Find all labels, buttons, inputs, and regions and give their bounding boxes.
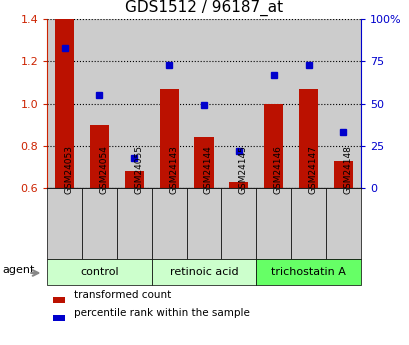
Bar — [55, 19, 74, 188]
Bar — [47, 188, 82, 259]
Bar — [47, 19, 82, 188]
Text: GSM24054: GSM24054 — [99, 145, 108, 194]
Bar — [290, 188, 325, 259]
Bar — [47, 259, 151, 285]
Bar — [151, 188, 186, 259]
Bar — [82, 188, 117, 259]
Bar — [333, 160, 352, 188]
Text: GSM24145: GSM24145 — [238, 145, 247, 194]
Bar — [229, 182, 248, 188]
Bar — [325, 19, 360, 188]
Text: GSM24146: GSM24146 — [273, 145, 282, 194]
Bar — [159, 89, 178, 188]
Text: retinoic acid: retinoic acid — [169, 267, 238, 277]
Bar — [256, 259, 360, 285]
Bar — [325, 188, 360, 259]
Text: transformed count: transformed count — [74, 290, 171, 300]
Bar — [256, 188, 290, 259]
Bar — [263, 104, 283, 188]
Bar — [124, 171, 144, 188]
Bar — [151, 259, 256, 285]
Bar — [194, 137, 213, 188]
Text: percentile rank within the sample: percentile rank within the sample — [74, 307, 249, 317]
Bar — [290, 19, 325, 188]
Bar — [82, 19, 117, 188]
Bar — [186, 188, 221, 259]
Bar — [53, 315, 65, 321]
Title: GDS1512 / 96187_at: GDS1512 / 96187_at — [125, 0, 282, 16]
Text: GSM24143: GSM24143 — [169, 145, 178, 194]
Text: GSM24144: GSM24144 — [204, 145, 212, 194]
Text: GSM24147: GSM24147 — [308, 145, 317, 194]
Text: GSM24148: GSM24148 — [343, 145, 351, 194]
Bar — [53, 297, 65, 303]
Bar — [256, 19, 290, 188]
Text: GSM24055: GSM24055 — [134, 145, 143, 194]
Bar — [151, 19, 186, 188]
Text: trichostatin A: trichostatin A — [270, 267, 345, 277]
Bar — [221, 188, 256, 259]
Bar — [117, 188, 151, 259]
Text: GSM24053: GSM24053 — [65, 145, 73, 194]
Text: agent: agent — [2, 265, 35, 275]
Bar — [298, 89, 317, 188]
Bar — [117, 19, 151, 188]
Bar — [90, 125, 109, 188]
Bar — [186, 19, 221, 188]
Bar — [221, 19, 256, 188]
Text: control: control — [80, 267, 119, 277]
